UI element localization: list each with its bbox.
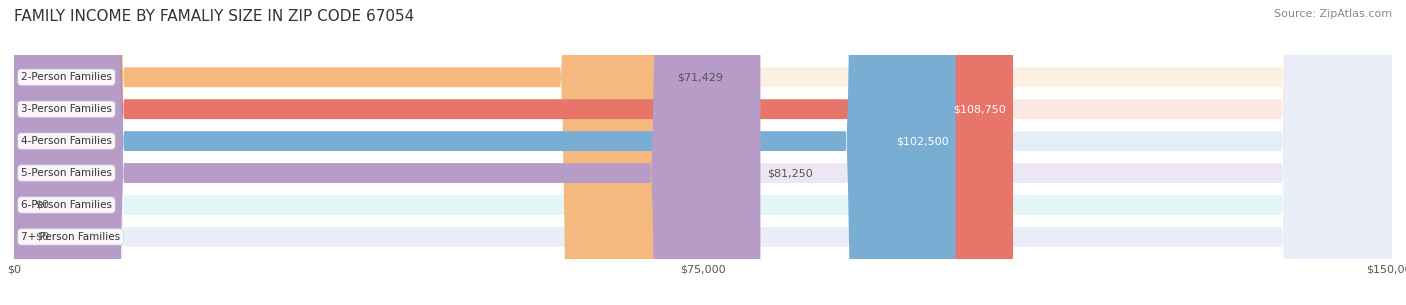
FancyBboxPatch shape (14, 0, 1392, 305)
Text: 5-Person Families: 5-Person Families (21, 168, 112, 178)
Text: 3-Person Families: 3-Person Families (21, 104, 112, 114)
FancyBboxPatch shape (14, 0, 1392, 305)
Text: $102,500: $102,500 (896, 136, 949, 146)
Text: Source: ZipAtlas.com: Source: ZipAtlas.com (1274, 9, 1392, 19)
FancyBboxPatch shape (14, 0, 956, 305)
Text: $108,750: $108,750 (953, 104, 1007, 114)
FancyBboxPatch shape (14, 0, 1392, 305)
Text: $71,429: $71,429 (678, 72, 723, 82)
Text: $81,250: $81,250 (768, 168, 813, 178)
Text: 7+ Person Families: 7+ Person Families (21, 232, 120, 242)
Text: 2-Person Families: 2-Person Families (21, 72, 112, 82)
Text: $0: $0 (35, 200, 49, 210)
FancyBboxPatch shape (14, 0, 1392, 305)
Text: $0: $0 (35, 232, 49, 242)
Text: FAMILY INCOME BY FAMALIY SIZE IN ZIP CODE 67054: FAMILY INCOME BY FAMALIY SIZE IN ZIP COD… (14, 9, 415, 24)
FancyBboxPatch shape (14, 0, 671, 305)
FancyBboxPatch shape (14, 0, 1392, 305)
Text: 4-Person Families: 4-Person Families (21, 136, 112, 146)
FancyBboxPatch shape (14, 0, 1392, 305)
Text: 6-Person Families: 6-Person Families (21, 200, 112, 210)
FancyBboxPatch shape (14, 0, 1012, 305)
FancyBboxPatch shape (14, 0, 761, 305)
